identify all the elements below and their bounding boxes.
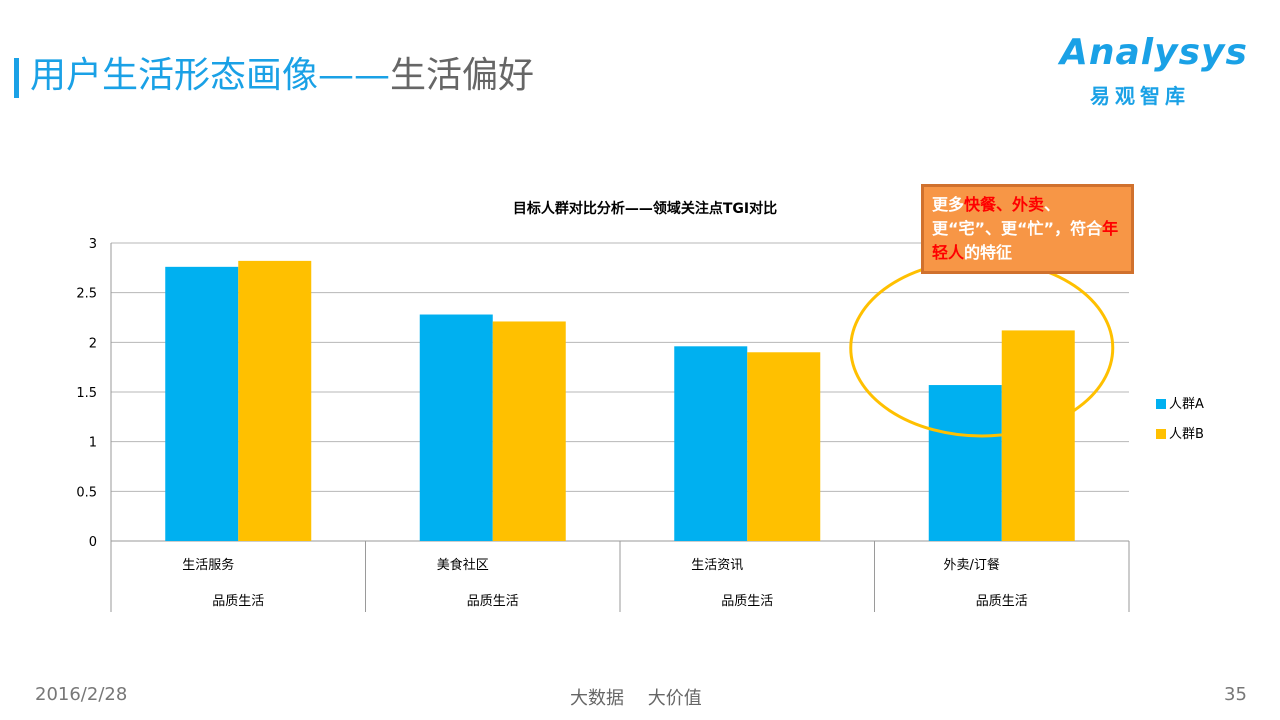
callout-box: 更多快餐、外卖、更“宅”、更“忙”，符合年轻人的特征 <box>921 184 1134 274</box>
x-category-label: 生活服务 <box>182 557 234 573</box>
x-category-label: 外卖/订餐 <box>944 557 1000 573</box>
title-accent-bar <box>14 58 19 98</box>
y-tick-label: 0 <box>89 535 97 550</box>
x-group-label: 品质生活 <box>467 594 519 609</box>
x-group-label: 品质生活 <box>212 594 264 609</box>
y-tick-label: 0.5 <box>76 485 97 500</box>
page-title-main: 用户生活形态画像 <box>30 55 319 96</box>
y-tick-label: 2 <box>89 336 97 351</box>
bar-a-1 <box>419 314 493 541</box>
bar-b-2 <box>747 352 821 541</box>
bar-b-3 <box>1001 330 1075 541</box>
callout-text-2: 、更“宅”、更“忙”，符合 <box>932 195 1103 238</box>
bar-a-2 <box>674 346 748 541</box>
page-number: 35 <box>1224 684 1247 705</box>
page-title: 用户生活形态画像——生活偏好 <box>30 52 534 100</box>
legend-swatch-a <box>1156 399 1166 409</box>
logo-chinese: 易观智库 <box>1090 84 1190 108</box>
callout-highlight-young: 年轻人 <box>932 219 1119 262</box>
x-category-label: 美食社区 <box>437 557 489 573</box>
x-category-label: 生活资讯 <box>691 558 743 573</box>
legend-label-b: 人群B <box>1169 427 1204 442</box>
y-tick-label: 1.5 <box>76 386 97 401</box>
analysys-logo: Analysys 易观智库 <box>1060 32 1250 112</box>
y-tick-label: 1 <box>89 436 97 451</box>
bar-a-3 <box>928 385 1002 541</box>
bar-b-1 <box>492 321 566 541</box>
footer-slogan: 大数据 大价值 <box>570 688 702 709</box>
y-tick-label: 2.5 <box>76 287 97 302</box>
footer-date: 2016/2/28 <box>35 684 128 705</box>
logo-wordmark: Analysys <box>1060 32 1248 73</box>
y-tick-label: 3 <box>89 237 97 252</box>
bar-a-0 <box>165 266 239 541</box>
legend-label-a: 人群A <box>1169 397 1204 412</box>
callout-text-1: 更多 <box>932 195 965 214</box>
bar-b-0 <box>238 260 312 541</box>
chart-title: 目标人群对比分析——领域关注点TGI对比 <box>513 200 777 217</box>
callout-text-3: 的特征 <box>964 243 1013 262</box>
x-group-label: 品质生活 <box>721 594 773 609</box>
x-group-label: 品质生活 <box>976 594 1028 609</box>
page-title-sub: 生活偏好 <box>390 55 535 96</box>
legend-swatch-b <box>1156 429 1166 439</box>
callout-highlight-fastfood: 快餐、外卖 <box>964 195 1045 214</box>
page-title-separator: —— <box>318 55 391 96</box>
